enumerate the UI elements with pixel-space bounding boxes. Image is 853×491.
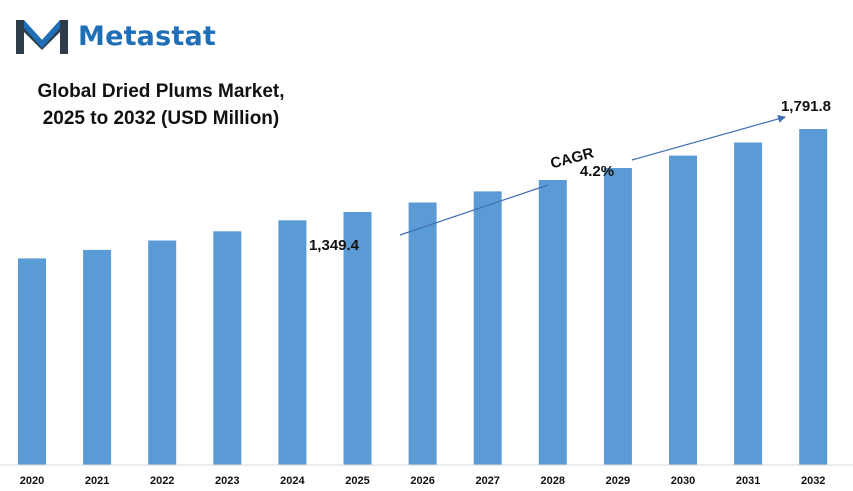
cagr-arrow-segment-2: [631, 115, 786, 161]
metastat-m-logo-icon: [16, 20, 68, 54]
bar-2024: [278, 220, 307, 465]
end-value-label: 1,791.8: [781, 98, 831, 115]
chart-title-line-1: Global Dried Plums Market,: [37, 81, 285, 102]
x-tick-label-2026: 2026: [410, 475, 434, 487]
start-value-label: 1,349.4: [309, 237, 360, 254]
x-tick-labels: 2020 2021 2022 2023 2024 2025 2026 2027 2028 2029…: [20, 475, 826, 487]
bar-2026: [408, 202, 437, 465]
bar-2020: [18, 258, 46, 465]
chart-title: Global Dried Plums Market, 2025 to 2032 …: [16, 78, 306, 132]
x-tick-label-2025: 2025: [345, 475, 369, 487]
bar-2029: [603, 168, 632, 465]
bar-2021: [83, 249, 112, 465]
x-tick-label-2030: 2030: [671, 475, 695, 487]
brand-name: Metastat: [78, 20, 217, 52]
x-tick-label-2032: 2032: [801, 475, 825, 487]
bar-2031: [734, 142, 763, 465]
bar-2028: [538, 180, 567, 465]
x-tick-label-2021: 2021: [85, 475, 109, 487]
cagr-value: 4.2%: [580, 163, 614, 180]
x-tick-label-2027: 2027: [475, 475, 499, 487]
cagr-arrow-segment-1: [399, 184, 549, 236]
x-tick-label-2029: 2029: [606, 475, 630, 487]
brand-logo: Metastat: [14, 14, 216, 58]
x-tick-label-2028: 2028: [541, 475, 565, 487]
bar-2023: [213, 231, 242, 465]
bar-2027: [473, 191, 502, 465]
x-tick-label-2031: 2031: [736, 475, 760, 487]
bar-2030: [669, 155, 697, 465]
bar-2032: [799, 129, 828, 465]
x-tick-label-2020: 2020: [20, 475, 44, 487]
bar-2022: [148, 240, 177, 465]
bar-2025: [343, 212, 372, 465]
x-tick-label-2023: 2023: [215, 475, 239, 487]
x-tick-label-2022: 2022: [150, 475, 174, 487]
x-tick-label-2024: 2024: [280, 475, 305, 487]
bar-series: [18, 129, 828, 465]
chart-title-line-2: 2025 to 2032 (USD Million): [42, 108, 280, 129]
